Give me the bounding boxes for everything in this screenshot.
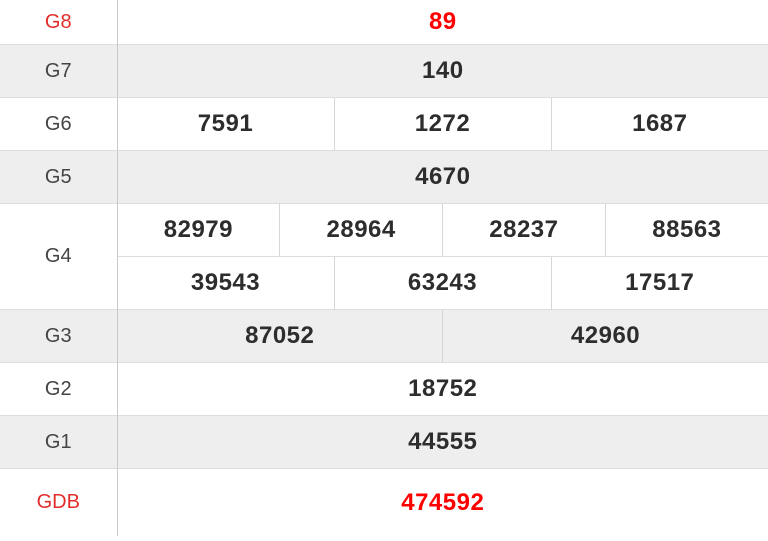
row-g4-line1: G4 82979 28964 28237 88563 <box>0 203 768 310</box>
row-g3: G3 87052 42960 <box>0 309 768 363</box>
row-g5: G5 4670 <box>0 150 768 204</box>
prize-value-g6-2: 1272 <box>333 97 551 151</box>
prize-value-g5: 4670 <box>117 150 768 204</box>
prize-value-g7: 140 <box>117 44 768 98</box>
prize-value-g4-6: 63243 <box>333 256 551 310</box>
prize-value-g4-1: 82979 <box>117 203 280 257</box>
row-gdb: GDB 474592 <box>0 468 768 536</box>
prize-label-g4: G4 <box>0 203 118 310</box>
prize-label-g8: G8 <box>0 0 118 45</box>
row-g2: G2 18752 <box>0 362 768 416</box>
prize-value-g2: 18752 <box>117 362 768 416</box>
prize-value-g4-4: 88563 <box>604 203 768 257</box>
prize-value-g4-3: 28237 <box>442 203 606 257</box>
prize-label-g1: G1 <box>0 415 118 469</box>
prize-label-gdb: GDB <box>0 468 118 536</box>
prize-value-g1: 44555 <box>117 415 768 469</box>
row-g8: G8 89 <box>0 0 768 45</box>
row-g6: G6 7591 1272 1687 <box>0 97 768 151</box>
prize-label-g2: G2 <box>0 362 118 416</box>
prize-label-g7: G7 <box>0 44 118 98</box>
prize-value-g6-3: 1687 <box>550 97 768 151</box>
prize-value-g4-2: 28964 <box>279 203 443 257</box>
row-g4-line2: 39543 63243 17517 <box>0 256 768 310</box>
prize-label-g5: G5 <box>0 150 118 204</box>
prize-value-g3-2: 42960 <box>442 309 768 363</box>
row-g7: G7 140 <box>0 44 768 98</box>
row-g1: G1 44555 <box>0 415 768 469</box>
prize-value-g3-1: 87052 <box>117 309 443 363</box>
prize-value-g4-5: 39543 <box>117 256 334 310</box>
prize-label-g3: G3 <box>0 309 118 363</box>
prize-label-g6: G6 <box>0 97 118 151</box>
prize-value-g4-7: 17517 <box>550 256 768 310</box>
prize-value-gdb: 474592 <box>117 468 768 536</box>
prize-value-g6-1: 7591 <box>117 97 334 151</box>
prize-value-g8: 89 <box>428 8 457 35</box>
